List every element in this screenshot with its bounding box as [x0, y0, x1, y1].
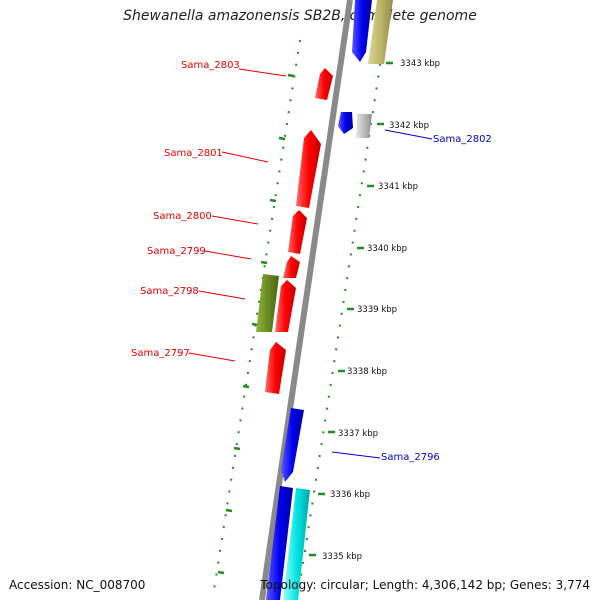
inner-dotted-track — [297, 39, 385, 597]
gene-label-sama-2803[interactable]: Sama_2803 — [181, 60, 240, 71]
gene-label-sama-2798[interactable]: Sama_2798 — [140, 286, 199, 297]
ruler-label: 3340 kbp — [367, 244, 407, 254]
gene-sama-2799[interactable] — [283, 256, 300, 278]
gene-label-sama-2802[interactable]: Sama_2802 — [433, 134, 492, 145]
gene-sama-2801[interactable] — [296, 130, 321, 208]
ruler-label: 3338 kbp — [347, 367, 387, 377]
ruler-label: 3335 kbp — [322, 552, 362, 562]
ruler-label: 3341 kbp — [378, 182, 418, 192]
ruler-ticks — [217, 73, 295, 575]
gene-sama-2800[interactable] — [288, 210, 307, 254]
ruler-label: 3339 kbp — [357, 305, 397, 315]
gene-sama-2797[interactable] — [265, 342, 286, 394]
gene-label-sama-2796[interactable]: Sama_2796 — [381, 452, 440, 463]
gene-forward-top[interactable] — [352, 0, 372, 62]
gene-forward-bottom[interactable] — [266, 486, 293, 600]
gene-forward-small[interactable] — [338, 112, 353, 134]
ruler-label: 3342 kbp — [389, 121, 429, 131]
gene-cyan-bottom[interactable] — [283, 488, 310, 600]
ruler-label: 3336 kbp — [330, 490, 370, 500]
gene-sama-2798-red[interactable] — [275, 280, 296, 332]
gene-sama-2798-olive[interactable] — [256, 274, 279, 332]
gene-label-sama-2799[interactable]: Sama_2799 — [147, 246, 206, 257]
outer-dotted-track — [212, 39, 301, 597]
ruler-ticks-inner — [309, 61, 393, 557]
gene-sama-2802[interactable] — [356, 114, 372, 138]
ruler-label: 3337 kbp — [338, 429, 378, 439]
genome-backbone — [259, 0, 353, 600]
gene-sama-2803[interactable] — [315, 68, 333, 100]
ruler-label: 3343 kbp — [400, 59, 440, 69]
gene-label-sama-2801[interactable]: Sama_2801 — [164, 148, 223, 159]
genome-summary-text: Topology: circular; Length: 4,306,142 bp… — [260, 578, 590, 592]
gene-khaki-top[interactable] — [368, 0, 393, 64]
gene-sama-2796[interactable] — [281, 408, 304, 482]
gene-label-sama-2800[interactable]: Sama_2800 — [153, 211, 212, 222]
accession-text: Accession: NC_008700 — [9, 578, 146, 592]
gene-label-sama-2797[interactable]: Sama_2797 — [131, 348, 190, 359]
